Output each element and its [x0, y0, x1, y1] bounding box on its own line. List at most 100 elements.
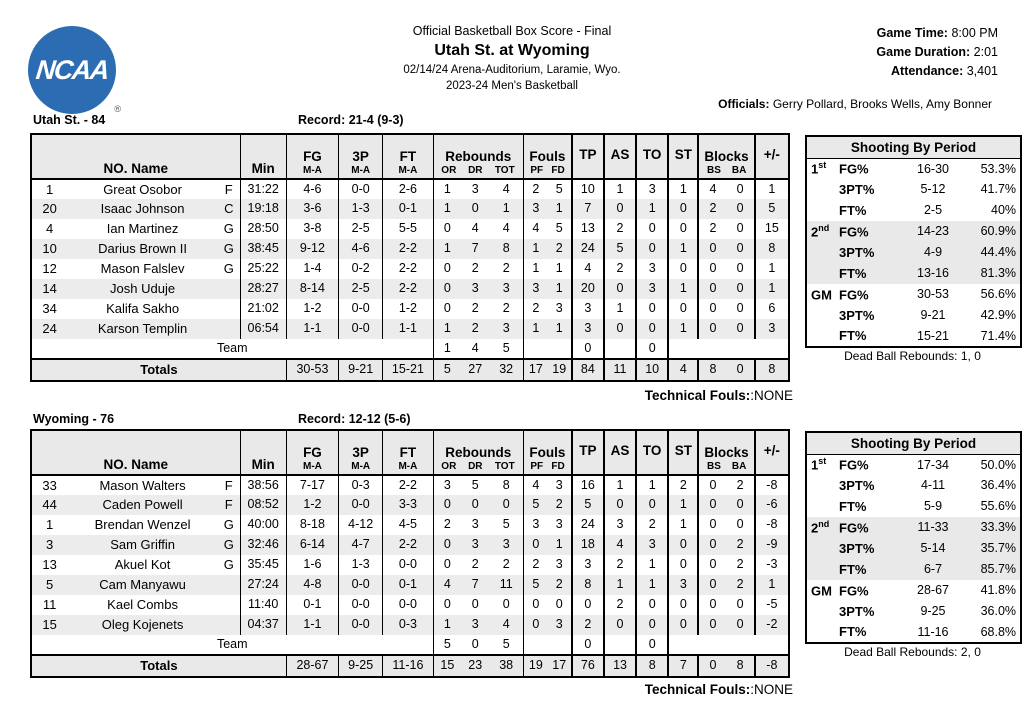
stat-bs: 0	[697, 575, 727, 595]
stat-3p: 2-5	[338, 279, 383, 299]
team-tot: 5	[489, 339, 524, 359]
player-position: F	[217, 495, 241, 515]
stat-ft: 0-0	[382, 595, 434, 615]
stat-fg: 8-14	[285, 279, 339, 299]
player-name: Kalifa Sakho	[106, 301, 180, 317]
stat-plus-minus: 1	[753, 575, 789, 595]
stat-label: FT%	[839, 561, 867, 577]
shooting-row-label: 3PT%	[806, 475, 902, 496]
stat-to: 0	[635, 495, 669, 515]
shooting-row-label: 3PT%	[806, 242, 902, 263]
stat-tot: 5	[502, 517, 510, 532]
player-name: Isaac Johnson	[67, 199, 218, 219]
stat-tp: 20	[570, 279, 604, 299]
stat-as: 1	[602, 299, 637, 319]
player-name: Ian Martinez	[106, 221, 179, 237]
stat-ft: 2-2	[382, 279, 434, 299]
percentage: 81.3%	[964, 263, 1022, 284]
report-header: Official Basketball Box Score - Final Ut…	[212, 24, 812, 92]
stat-ft: 0-0	[382, 555, 434, 575]
stat-plus-minus: -8	[753, 515, 789, 535]
wyoming-shooting-panel: Shooting By Period 1st FG% 17-34 50.0% 3P…	[805, 431, 1023, 644]
period-label: 1st	[811, 456, 827, 473]
stat-tp: 10	[570, 179, 604, 199]
stat-st: 0	[667, 535, 699, 555]
wyoming-technical-fouls: Technical Fouls::NONE	[644, 682, 793, 697]
stat-fg: 0-1	[285, 595, 339, 615]
team-or: 5	[432, 635, 462, 655]
utah-state-section-title: Utah St. - 84 Record: 21-4 (9-3)	[33, 113, 793, 127]
stat-fg: 1-1	[285, 319, 339, 339]
shooting-row-label: 2nd FG%	[806, 221, 902, 242]
stat-tot: 3	[489, 279, 524, 299]
utah-state-dead-ball-rebounds: Dead Ball Rebounds: 1, 0	[844, 349, 981, 363]
period-label: GM	[811, 583, 832, 599]
made-attempted: 9-21	[920, 308, 946, 323]
stat-st: 1	[667, 515, 699, 535]
player-row: 4 Ian Martinez G 28:50 3-8 2-5 5-5 0 4 4…	[31, 219, 789, 239]
stat-or: 4	[432, 575, 462, 595]
stat-dr: 0	[471, 597, 479, 612]
stat-to: 2	[635, 515, 669, 535]
stat-fg: 1-2	[285, 299, 339, 319]
stat-min: 11:40	[239, 595, 287, 615]
stat-bs: 0	[697, 515, 727, 535]
percentage: 40%	[991, 203, 1017, 218]
stat-ft: 0-1	[382, 575, 434, 595]
stat-3p: 0-0	[338, 319, 383, 339]
stat-tp: 24	[570, 239, 604, 259]
player-row: 20 Isaac Johnson C 19:18 3-6 1-3 0-1 1 0…	[31, 199, 789, 219]
stat-3p: 4-7	[338, 535, 383, 555]
col-to: TO	[635, 134, 669, 180]
shooting-row-label: FT%	[806, 326, 902, 347]
stat-ft: 3-3	[382, 495, 434, 515]
stat-st: 0	[667, 555, 699, 575]
percentage: 41.8%	[980, 583, 1017, 598]
stat-fd: 3	[555, 301, 563, 316]
stat-plus-minus: 1	[753, 259, 789, 279]
stat-fg: 3-8	[285, 219, 339, 239]
stat-label: FG%	[839, 287, 869, 303]
stat-min: 25:22	[239, 259, 287, 279]
stat-to: 1	[635, 199, 669, 219]
stat-fd: 1	[547, 535, 572, 555]
totals-plus-minus: -8	[753, 654, 789, 677]
season-line: 2023-24 Men's Basketball	[446, 80, 578, 92]
player-row: 33 Mason Walters F 38:56 7-17 0-3 2-2 3 …	[31, 475, 789, 495]
wyoming-shooting-rows: 1st FG% 17-34 50.0% 3PT% 4-11 36.4% FT% 5…	[806, 454, 1022, 643]
player-row: 1 Great Osobor F 31:22 4-6 0-0 2-6 1 3 4…	[31, 179, 789, 199]
shooting-row-label: FT%	[806, 622, 902, 643]
stat-ba: 0	[726, 615, 755, 635]
stat-plus-minus: 1	[753, 179, 789, 199]
stat-st: 1	[667, 279, 699, 299]
col-3p: 3P M-A	[338, 134, 383, 180]
stat-as: 2	[602, 219, 637, 239]
stat-pf: 2	[523, 555, 548, 575]
stat-or: 1	[432, 199, 462, 219]
stat-fd: 3	[555, 517, 563, 532]
stat-st: 0	[667, 615, 699, 635]
stat-label: FT%	[839, 202, 867, 218]
totals-row: Totals 30-53 9-21 15-21 5 27 32 17 19 84…	[31, 358, 789, 381]
stat-st: 0	[667, 219, 699, 239]
stat-ft: 2-2	[382, 535, 434, 555]
stat-plus-minus: -6	[753, 495, 789, 515]
totals-bs: 0	[697, 654, 727, 677]
team-record: Record: 21-4 (9-3)	[298, 113, 404, 127]
table-header: NO. Name Min FG M-A 3P M-A FT M-A Rebounds …	[31, 430, 789, 476]
col-rebounds: Rebounds OR DR TOT	[432, 134, 524, 180]
ncaa-logo: NCAA ®	[28, 26, 121, 118]
stat-tot: 2	[502, 301, 510, 316]
player-position: G	[217, 535, 241, 555]
period-label: GM	[811, 287, 832, 303]
stat-pf: 2	[523, 299, 548, 319]
stat-label: 3PT%	[839, 603, 875, 619]
team-as-blank	[602, 339, 637, 359]
made-attempted: 11-33	[902, 517, 964, 538]
stat-tp: 2	[570, 615, 604, 635]
stat-bs: 4	[697, 179, 727, 199]
made-attempted: 9-25	[920, 604, 946, 619]
player-number: 33	[42, 477, 57, 493]
stat-fd: 1	[547, 279, 572, 299]
stat-fg: 1-2	[285, 495, 339, 515]
